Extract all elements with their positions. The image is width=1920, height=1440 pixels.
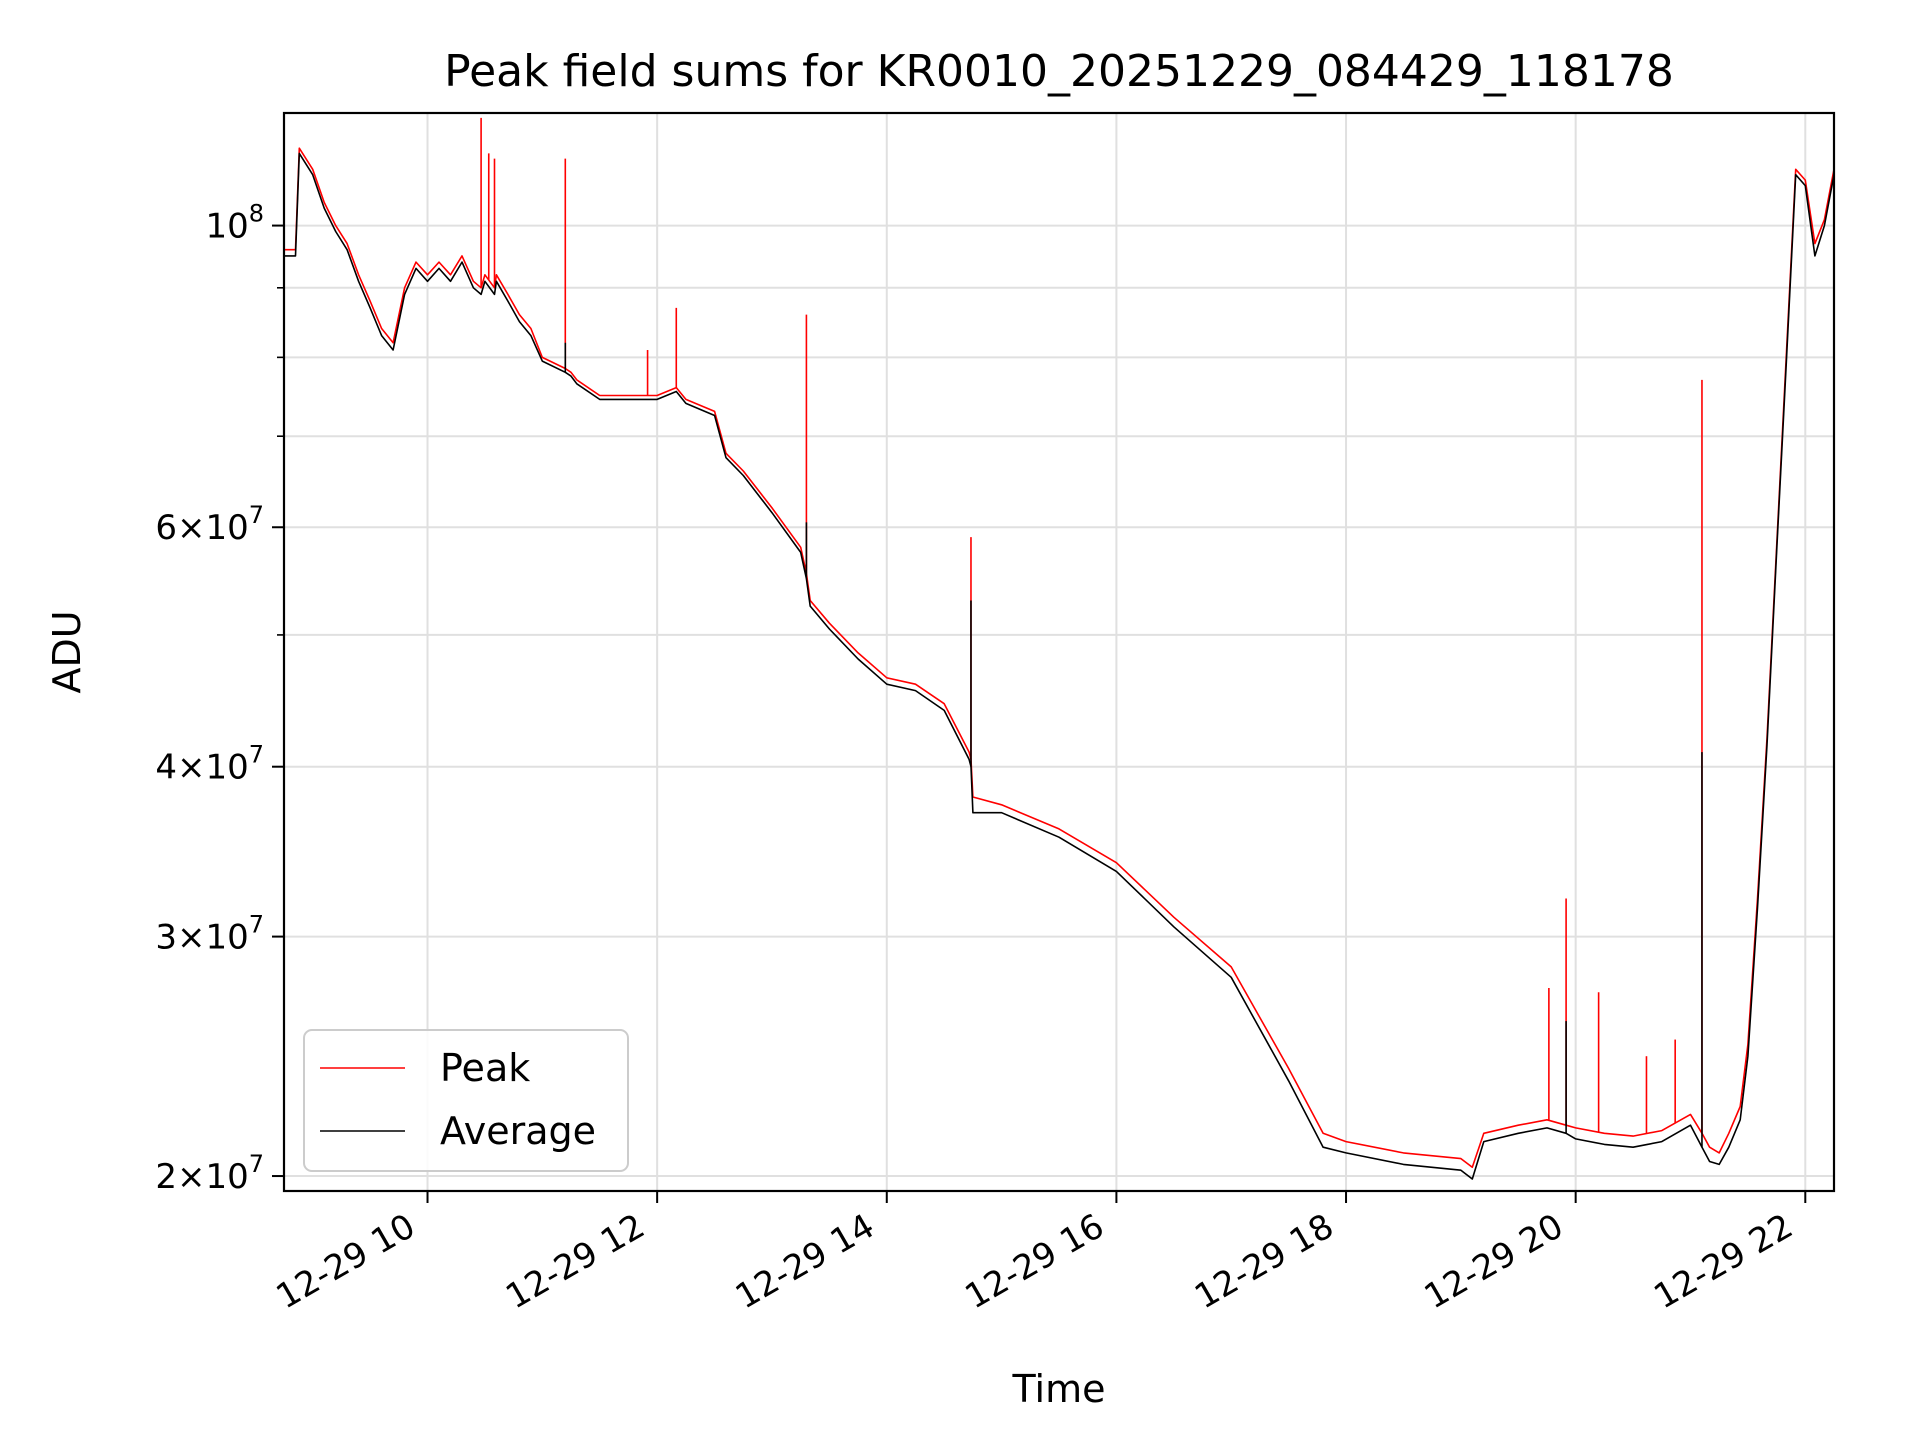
legend-box <box>303 1029 629 1172</box>
y-tick-label: 108 <box>205 200 264 247</box>
average-series-line <box>284 152 1835 1180</box>
y-tick-label: 4×107 <box>155 741 264 788</box>
y-tick-label: 3×107 <box>155 911 264 958</box>
legend: Peak Average <box>303 1029 629 1172</box>
y-axis-label: ADU <box>45 610 89 693</box>
y-tick-label: 6×107 <box>155 501 264 548</box>
plot-frame <box>282 111 1836 1193</box>
legend-average-label: Average <box>440 1109 596 1153</box>
x-axis-label: Time <box>1012 1367 1106 1411</box>
legend-peak-label: Peak <box>440 1046 530 1090</box>
series-layer <box>284 117 1835 1180</box>
chart-title: Peak field sums for KR0010_20251229_0844… <box>444 46 1674 97</box>
grid-layer <box>284 113 1834 1191</box>
y-tick-label: 2×107 <box>155 1150 264 1197</box>
peak-series-line <box>284 147 1835 1169</box>
